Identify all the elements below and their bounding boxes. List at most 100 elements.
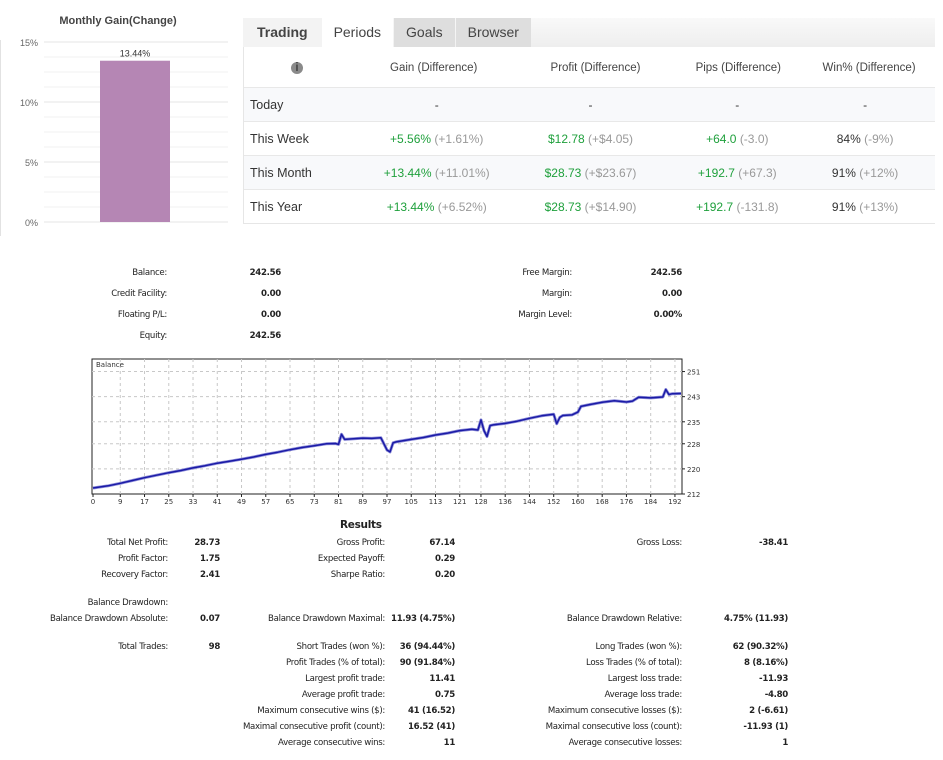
result-row: Maximum consecutive wins ($): 41 (16.52) — [170, 705, 470, 717]
periods-table: i Gain (Difference) Profit (Difference) … — [243, 47, 935, 224]
gross-loss-label: Gross Loss: — [636, 538, 683, 548]
result-value: 1.75 — [199, 554, 220, 564]
period-cell: Today — [244, 98, 372, 112]
balance-label: Balance: — [132, 268, 167, 278]
result-row: Gross Profit: 67.14 — [170, 537, 470, 549]
result-value: 62 (90.32%) — [732, 642, 789, 652]
x-tick-label: 17 — [140, 498, 149, 506]
chart-title: Monthly Gain(Change) — [59, 15, 177, 27]
period-value: Today — [250, 97, 284, 112]
equity-label: Equity: — [139, 331, 168, 341]
result-label: Average profit trade: — [301, 690, 385, 700]
table-row: This Week +5.56% (+1.61%) $12.78 (+$4.05) +… — [244, 121, 935, 155]
result-label: Average consecutive wins: — [278, 738, 385, 748]
monthly-gain-chart: Monthly Gain(Change) 0% 5% 10% 15% 13.44% — [0, 0, 238, 238]
win-cell: 91% (+12%) — [795, 166, 935, 180]
drawdown-relative-row: Balance Drawdown Relative: 4.75% (11.93) — [500, 613, 800, 625]
result-value: 41 (16.52) — [408, 706, 455, 716]
table-row: This Month +13.44% (+11.01%) $28.73 (+$23.… — [244, 155, 935, 189]
x-tick-label: 89 — [358, 498, 367, 506]
result-label: Largest profit trade: — [305, 674, 385, 684]
bar-data-label: 13.44% — [120, 49, 151, 59]
drawdown-absolute-label: Balance Drawdown Absolute: — [49, 614, 168, 624]
pips-difference: (+67.3) — [738, 165, 777, 180]
tab-browser[interactable]: Browser — [455, 18, 531, 47]
result-label: Recovery Factor: — [101, 570, 168, 580]
result-value: 67.14 — [429, 538, 455, 548]
win-cell: 84% (-9%) — [795, 132, 935, 146]
profit-cell: $12.78 (+$4.05) — [502, 132, 680, 146]
free-margin-value: 242.56 — [650, 268, 683, 278]
x-tick-label: 128 — [474, 498, 487, 506]
win-value: 84% — [836, 131, 861, 146]
profit-difference: (+$14.90) — [584, 199, 637, 214]
pips-cell: +192.7 (+67.3) — [679, 166, 795, 180]
profit-difference: (+$4.05) — [588, 131, 634, 146]
tab-goals[interactable]: Goals — [394, 18, 455, 47]
profit-difference: (+$23.67) — [584, 165, 637, 180]
drawdown-maximal-value: 11.93 (4.75%) — [391, 614, 455, 624]
result-value: 2 (-6.61) — [749, 706, 788, 716]
pips-value: +64.0 — [706, 131, 737, 146]
x-tick-label: 105 — [405, 498, 418, 506]
total-trades-label: Total Trades: — [118, 642, 168, 652]
table-header: i Gain (Difference) Profit (Difference) … — [244, 47, 935, 87]
result-value: -11.93 — [759, 674, 788, 684]
result-value: 11 — [443, 738, 456, 748]
drawdown-header-row: Balance Drawdown: — [0, 597, 300, 609]
result-row: Profit Trades (% of total): 90 (91.84%) — [170, 657, 470, 669]
period-cell: This Year — [244, 200, 372, 214]
win-difference: (+12%) — [859, 165, 899, 180]
pips-difference: (-3.0) — [739, 131, 769, 146]
result-row: Recovery Factor: 2.41 — [0, 569, 300, 581]
result-label: Gross Profit: — [336, 538, 386, 548]
gross-loss-value: -38.41 — [759, 538, 788, 548]
info-icon[interactable]: i — [290, 62, 303, 74]
table-row: This Year +13.44% (+6.52%) $28.73 (+$14.90… — [244, 189, 935, 223]
x-tick-label: 168 — [596, 498, 609, 506]
header-profit: Profit (Difference) — [550, 62, 641, 74]
result-row: Long Trades (won %): 62 (90.32%) — [500, 641, 800, 653]
period-value: This Year — [250, 199, 303, 214]
win-difference: (+13%) — [859, 199, 899, 214]
profit-value: $28.73 — [544, 165, 582, 180]
drawdown-absolute-row: Balance Drawdown Absolute: 0.07 — [0, 613, 300, 625]
results-title: Results — [340, 519, 382, 531]
result-row: Profit Factor: 1.75 — [0, 553, 300, 565]
account-row-balance: Balance: 242.56 — [0, 267, 300, 279]
x-tick-label: 144 — [523, 498, 537, 506]
gain-cell: - — [372, 98, 502, 112]
pips-value: - — [735, 97, 740, 112]
result-label: Total Net Profit: — [107, 538, 168, 548]
tab-periods[interactable]: Periods — [321, 18, 394, 47]
result-row: Largest profit trade: 11.41 — [170, 673, 470, 685]
x-tick-label: 81 — [334, 498, 343, 506]
x-tick-label: 160 — [571, 498, 584, 506]
result-value: 1 — [782, 738, 788, 748]
gain-difference: (+1.61%) — [434, 131, 484, 146]
y-tick-label: 220 — [687, 466, 700, 474]
x-tick-label: 121 — [453, 498, 466, 506]
period-value: This Week — [250, 131, 309, 146]
pips-cell: +192.7 (-131.8) — [679, 200, 795, 214]
gain-bar[interactable] — [100, 60, 170, 222]
x-tick-label: 0 — [91, 498, 95, 506]
result-label: Maximum consecutive losses ($): — [547, 706, 682, 716]
result-value: 0.20 — [434, 570, 455, 580]
win-cell: - — [795, 98, 935, 112]
x-tick-label: 152 — [547, 498, 560, 506]
gain-value: +13.44% — [383, 165, 432, 180]
drawdown-maximal-row: Balance Drawdown Maximal: 11.93 (4.75%) — [170, 613, 470, 625]
gain-cell: +13.44% (+11.01%) — [372, 166, 502, 180]
tab-trading[interactable]: Trading — [243, 18, 322, 47]
x-tick-label: 113 — [429, 498, 442, 506]
win-value: - — [863, 97, 868, 112]
result-value: 11.41 — [429, 674, 455, 684]
header-pips: Pips (Difference) — [695, 62, 781, 74]
gain-value: +5.56% — [390, 131, 432, 146]
result-label: Short Trades (won %): — [296, 642, 386, 652]
gross-loss-row: Gross Loss: -38.41 — [500, 537, 800, 549]
result-label: Profit Trades (% of total): — [286, 658, 385, 668]
chart-title: Balance — [96, 361, 124, 369]
win-value: 91% — [831, 165, 856, 180]
